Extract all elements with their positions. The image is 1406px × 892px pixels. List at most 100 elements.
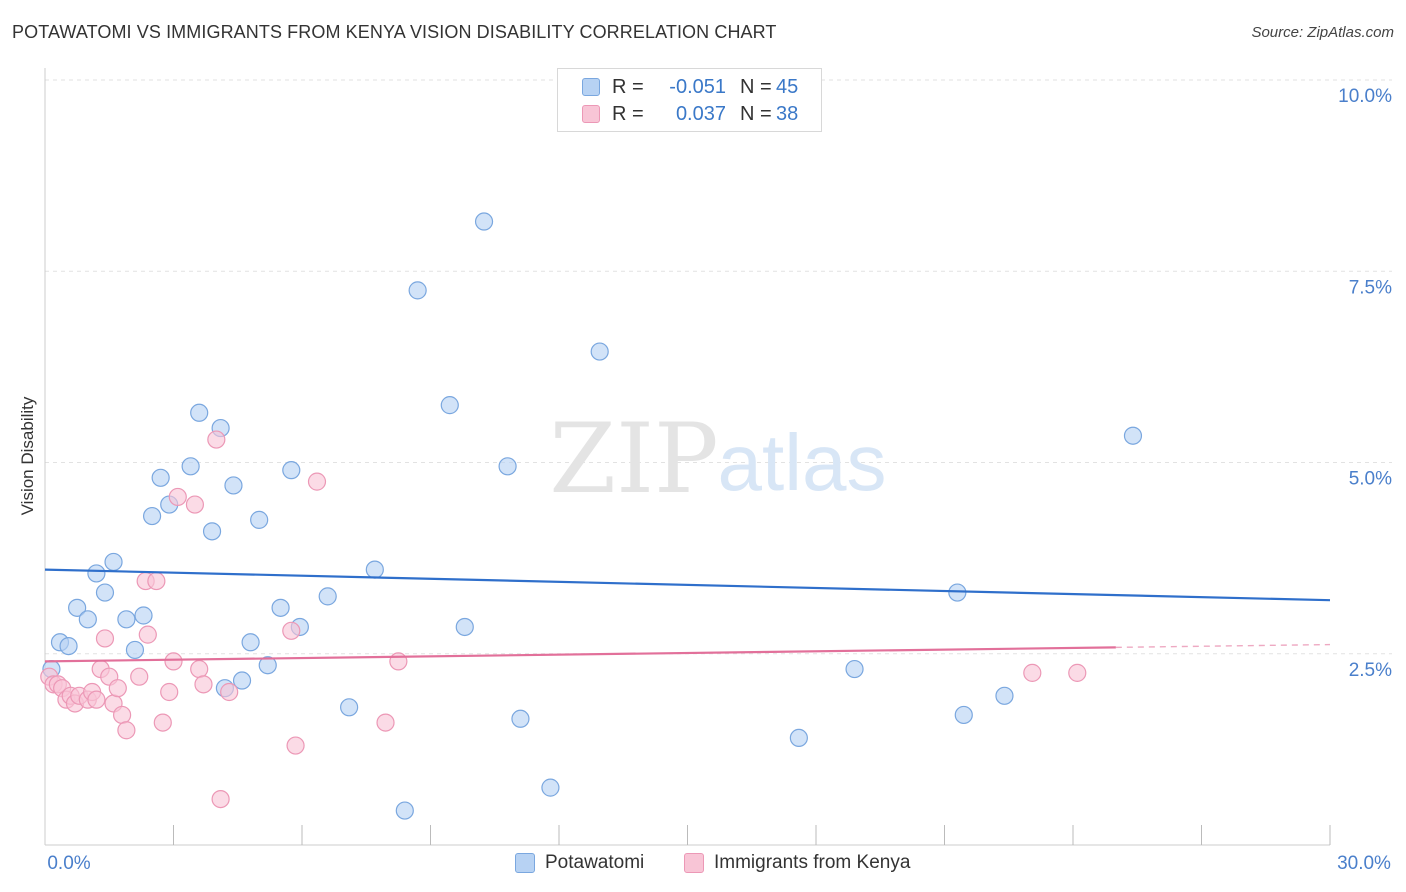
kenya-point-28 [194, 675, 213, 694]
potawatomi-point-34 [474, 212, 494, 231]
tick-labels: 0.0% 30.0% 2.5% 5.0% 7.5% 10.0% [47, 86, 1392, 874]
potawatomi-point-33 [455, 617, 474, 637]
n-label: N = [740, 102, 772, 125]
kenya-point-25 [168, 487, 187, 507]
source-label: Source: ZipAtlas.com [1251, 24, 1394, 41]
kenya-point-18 [130, 667, 149, 686]
potawatomi-point-30 [395, 801, 414, 820]
r-value: 0.037 [675, 102, 726, 125]
kenya-point-38 [1068, 663, 1087, 682]
kenya-point-33 [286, 736, 305, 755]
kenya-point-29 [207, 430, 226, 449]
potawatomi-point-42 [954, 705, 973, 725]
x-tick-max: 30.0% [1337, 853, 1391, 874]
potawatomi-point-2 [59, 636, 78, 656]
potawatomi-point-35 [498, 457, 517, 476]
trend-lines [44, 568, 1331, 663]
kenya-point-30 [211, 789, 230, 809]
potawatomi-point-11 [142, 506, 162, 526]
legend-item-kenya[interactable]: Immigrants from Kenya [684, 852, 910, 874]
kenya-point-12 [95, 629, 115, 648]
blue-swatch-icon [515, 853, 535, 873]
potawatomi-point-7 [104, 552, 123, 572]
potawatomi-point-10 [134, 606, 153, 625]
potawatomi-point-14 [181, 457, 200, 476]
potawatomi-point-38 [590, 342, 609, 361]
watermark: ZIP atlas [549, 403, 886, 515]
y-tick-label-3: 10.0% [1338, 86, 1392, 107]
y-tick-label-2: 7.5% [1349, 277, 1392, 298]
kenya-point-15 [108, 679, 127, 698]
potawatomi-point-5 [87, 564, 106, 583]
kenya-point-32 [282, 621, 301, 640]
kenya-point-10 [87, 690, 106, 709]
pink-swatch-icon [582, 105, 600, 123]
potawatomi-point-4 [78, 610, 97, 629]
potawatomi-point-21 [241, 633, 260, 652]
potawatomi-point-22 [250, 510, 269, 529]
kenya-point-26 [185, 495, 205, 514]
potawatomi-point-37 [541, 778, 560, 797]
watermark-zip: ZIP [549, 403, 718, 515]
potawatomi-point-44 [1123, 426, 1143, 445]
potawatomi-point-39 [789, 728, 808, 748]
potawatomi-point-24 [271, 598, 290, 617]
y-tick-label-0: 2.5% [1349, 660, 1392, 681]
potawatomi-point-25 [282, 461, 301, 480]
kenya-point-17 [117, 721, 136, 740]
series-legend: Potawatomi Immigrants from Kenya [0, 852, 1406, 876]
chart-title: POTAWATOMI VS IMMIGRANTS FROM KENYA VISI… [12, 22, 777, 42]
kenya-point-16 [112, 705, 132, 725]
kenya-point-34 [307, 472, 327, 491]
potawatomi-point-28 [340, 698, 359, 717]
trend-line-dashed-1 [1115, 643, 1331, 649]
r-label: R = [612, 75, 644, 98]
kenya-point-22 [153, 713, 172, 732]
potawatomi-point-29 [365, 560, 384, 579]
grid-lines [45, 79, 1392, 655]
pink-swatch-icon [684, 853, 704, 873]
n-value: 38 [776, 102, 799, 125]
potawatomi-point-32 [440, 396, 459, 415]
potawatomi-point-3 [68, 598, 87, 617]
kenya-point-37 [1023, 663, 1042, 682]
potawatomi-point-43 [995, 686, 1014, 705]
data-points [40, 212, 1143, 820]
x-tick-min: 0.0% [47, 853, 90, 874]
legend-row-kenya: R = 0.037 N = 38 [582, 102, 798, 126]
r-value: -0.051 [669, 75, 726, 98]
kenya-point-24 [164, 652, 183, 671]
potawatomi-point-31 [408, 281, 427, 300]
potawatomi-point-27 [318, 587, 337, 606]
watermark-atlas: atlas [718, 418, 887, 507]
potawatomi-point-20 [232, 671, 252, 690]
n-label: N = [740, 75, 772, 98]
potawatomi-point-6 [95, 583, 115, 602]
y-tick-label-1: 5.0% [1349, 469, 1392, 490]
legend-label: Potawatomi [545, 852, 645, 873]
kenya-point-21 [147, 571, 166, 591]
kenya-point-23 [160, 682, 179, 702]
kenya-point-27 [190, 659, 209, 679]
correlation-legend: R = -0.051 N = 45 R = 0.037 N = 38 [557, 68, 822, 132]
kenya-point-36 [389, 652, 408, 671]
legend-item-potawatomi[interactable]: Potawatomi [515, 852, 644, 874]
trend-line-1 [44, 646, 1116, 663]
r-label: R = [612, 102, 644, 125]
trend-line-0 [44, 568, 1331, 602]
kenya-point-35 [376, 713, 395, 732]
n-value: 45 [776, 75, 799, 98]
potawatomi-point-9 [125, 640, 145, 660]
legend-row-potawatomi: R = -0.051 N = 45 [582, 75, 798, 99]
legend-label: Immigrants from Kenya [714, 852, 911, 873]
potawatomi-point-8 [117, 610, 136, 629]
kenya-point-31 [220, 682, 239, 702]
potawatomi-point-16 [202, 522, 222, 541]
potawatomi-point-12 [151, 468, 170, 487]
blue-swatch-icon [582, 78, 600, 96]
axes [44, 68, 1331, 846]
potawatomi-point-40 [845, 659, 864, 679]
kenya-point-20 [138, 625, 157, 644]
potawatomi-point-19 [224, 476, 243, 495]
